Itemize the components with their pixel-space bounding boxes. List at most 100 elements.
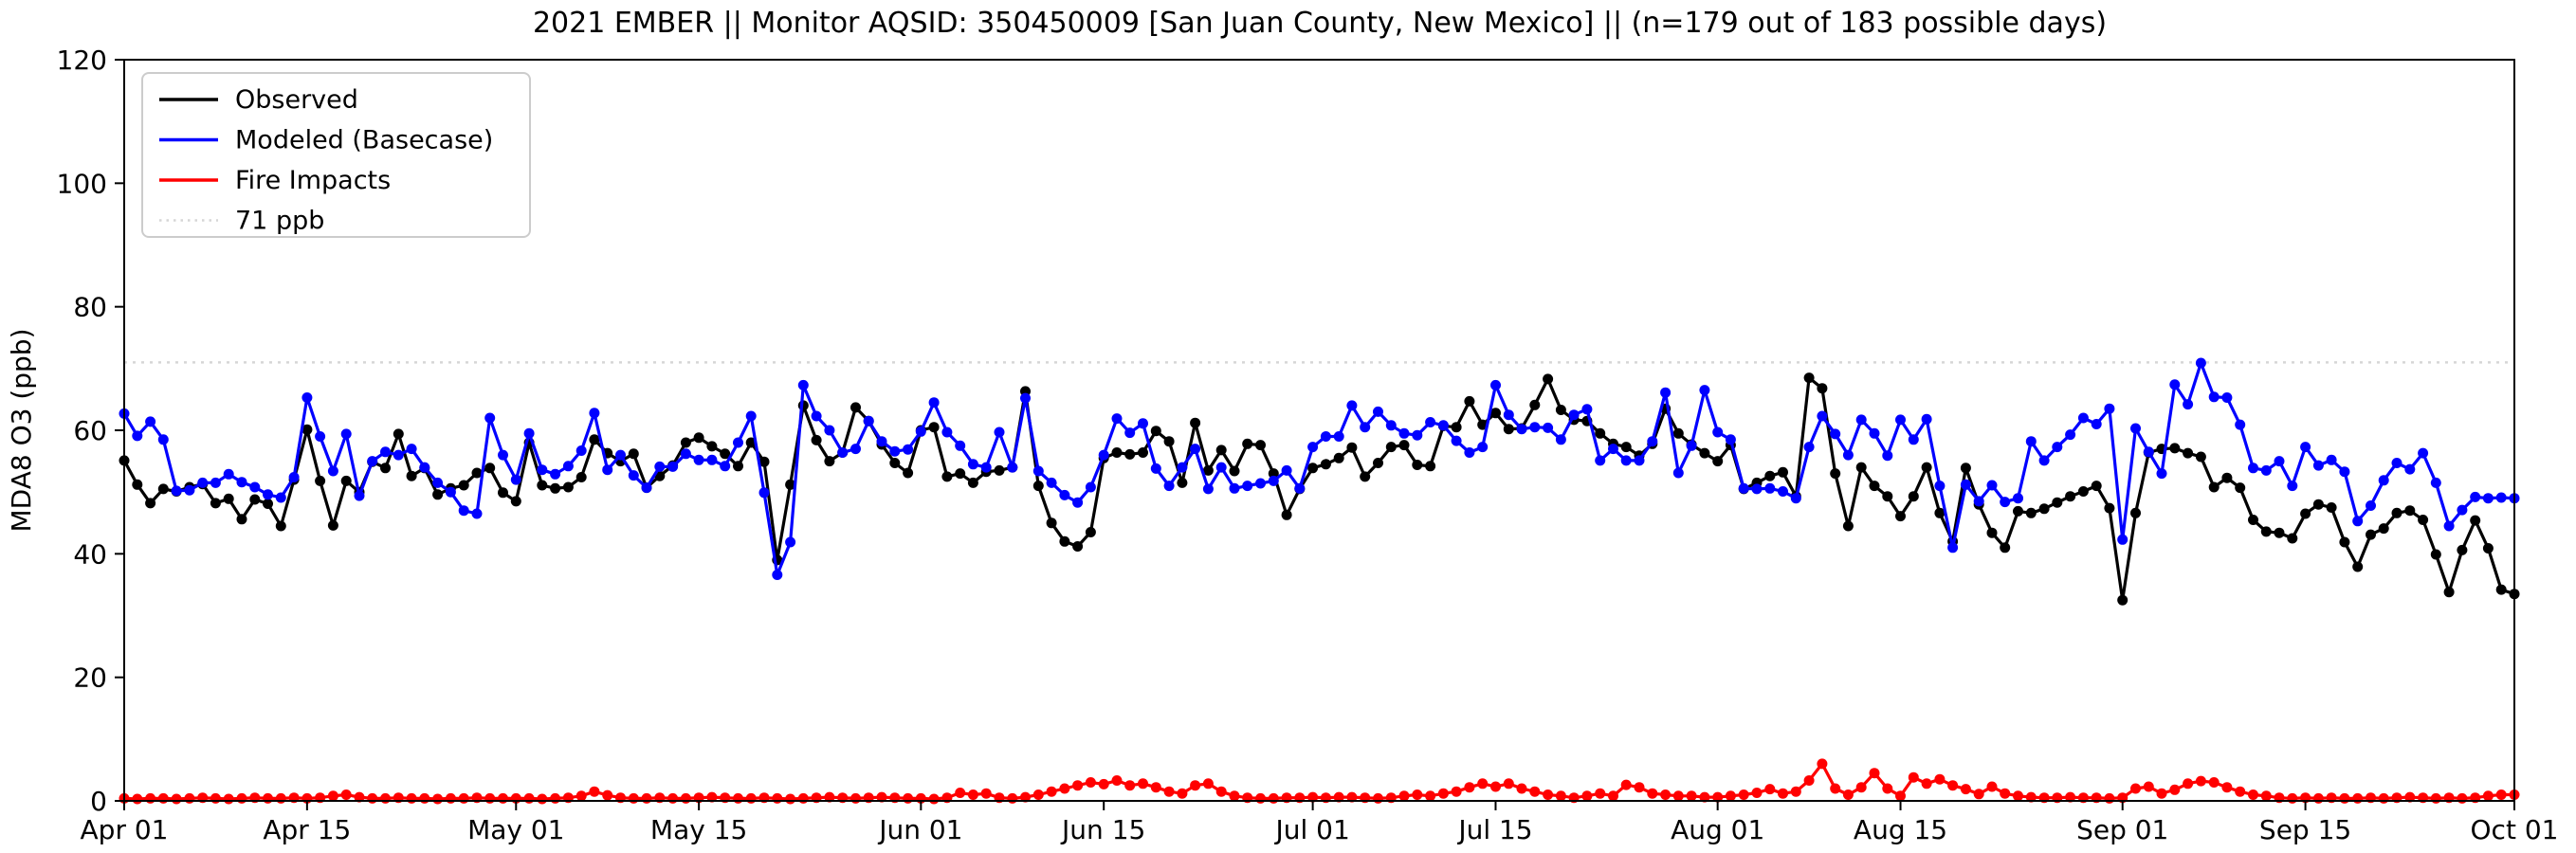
data-point-marker — [1360, 422, 1371, 433]
data-point-marker — [171, 485, 182, 497]
data-point-marker — [406, 792, 417, 804]
data-point-marker — [654, 461, 666, 472]
data-point-marker — [772, 792, 783, 804]
data-point-marker — [1464, 395, 1475, 407]
data-point-marker — [1712, 426, 1724, 438]
data-point-marker — [537, 480, 548, 491]
data-point-marker — [1215, 445, 1227, 456]
data-point-marker — [1699, 447, 1710, 459]
data-point-marker — [772, 570, 783, 580]
data-point-marker — [941, 426, 953, 438]
data-point-marker — [184, 792, 195, 804]
data-point-marker — [550, 792, 561, 804]
data-point-marker — [1111, 447, 1123, 458]
data-point-marker — [863, 415, 874, 426]
data-point-marker — [1032, 465, 1044, 477]
data-point-marker — [1790, 493, 1801, 504]
data-point-marker — [1373, 792, 1383, 804]
data-point-marker — [1608, 790, 1618, 802]
data-point-marker — [641, 792, 652, 804]
x-tick-label: May 01 — [467, 814, 564, 845]
data-point-marker — [340, 475, 352, 486]
data-point-marker — [1085, 481, 1096, 493]
data-point-marker — [602, 789, 613, 801]
data-point-marker — [145, 498, 156, 509]
data-point-marker — [1190, 417, 1201, 428]
data-point-marker — [1882, 783, 1893, 794]
data-point-marker — [1543, 422, 1554, 433]
y-tick-label: 80 — [73, 292, 107, 323]
data-point-marker — [2339, 466, 2350, 478]
data-point-marker — [484, 792, 496, 804]
data-point-marker — [680, 437, 691, 448]
data-point-marker — [236, 514, 247, 525]
data-point-marker — [2013, 505, 2023, 517]
data-point-marker — [2195, 451, 2206, 463]
data-point-marker — [1660, 789, 1672, 800]
y-tick-label: 100 — [57, 168, 107, 199]
data-point-marker — [1163, 786, 1175, 797]
data-point-marker — [928, 422, 940, 433]
data-point-marker — [157, 483, 169, 495]
legend-label: Modeled (Basecase) — [235, 126, 493, 155]
data-point-marker — [537, 793, 548, 805]
data-point-marker — [1255, 792, 1266, 804]
data-point-marker — [1177, 477, 1188, 488]
data-point-marker — [1620, 442, 1632, 453]
x-tick-label: May 15 — [650, 814, 747, 845]
data-point-marker — [1764, 482, 1776, 494]
data-point-marker — [980, 462, 992, 473]
data-point-marker — [680, 448, 691, 460]
data-point-marker — [2287, 533, 2298, 544]
data-point-marker — [1385, 442, 1397, 453]
data-point-marker — [1764, 470, 1776, 481]
data-point-marker — [589, 408, 600, 419]
data-point-marker — [458, 792, 469, 804]
data-point-marker — [1529, 422, 1541, 433]
data-point-marker — [1647, 436, 1658, 447]
data-point-marker — [2038, 503, 2050, 515]
data-point-marker — [432, 489, 444, 500]
data-point-marker — [2274, 527, 2285, 538]
x-tick-label: Apr 15 — [263, 814, 351, 845]
data-point-marker — [1529, 786, 1541, 797]
data-point-marker — [1712, 791, 1724, 803]
data-point-marker — [1163, 436, 1175, 447]
data-point-marker — [510, 474, 521, 485]
legend-label: Fire Impacts — [235, 166, 391, 195]
data-point-marker — [1490, 781, 1501, 792]
data-point-marker — [184, 484, 195, 496]
data-point-marker — [824, 456, 835, 467]
data-point-marker — [1908, 434, 1919, 445]
data-point-marker — [1032, 481, 1044, 492]
x-tick-label: Jun 15 — [1060, 814, 1145, 845]
data-point-marker — [1346, 442, 1358, 453]
data-point-marker — [2352, 792, 2364, 804]
data-point-marker — [2300, 442, 2311, 453]
data-point-marker — [1320, 431, 1331, 442]
data-point-marker — [1111, 413, 1123, 425]
data-point-marker — [1412, 789, 1423, 800]
data-point-marker — [498, 449, 508, 461]
data-point-marker — [249, 481, 261, 493]
series-line — [122, 376, 2516, 602]
data-point-marker — [1934, 481, 1946, 492]
data-point-marker — [1150, 782, 1161, 793]
data-point-marker — [327, 790, 338, 802]
data-point-marker — [1555, 434, 1566, 445]
data-point-marker — [955, 788, 966, 798]
data-point-marker — [1464, 447, 1475, 458]
data-point-marker — [1973, 789, 1984, 800]
data-point-marker — [1921, 462, 1932, 473]
modeled-basecase--series — [119, 357, 2520, 580]
data-point-marker — [223, 493, 234, 504]
data-point-marker — [850, 444, 861, 455]
data-point-marker — [1085, 777, 1096, 788]
y-axis-label: MDA8 O3 (ppb) — [6, 328, 37, 532]
data-point-marker — [2470, 515, 2481, 526]
data-point-marker — [850, 402, 861, 413]
data-point-marker — [1059, 535, 1070, 547]
data-point-marker — [1855, 782, 1867, 793]
data-point-marker — [263, 792, 273, 804]
data-point-marker — [2143, 781, 2154, 792]
